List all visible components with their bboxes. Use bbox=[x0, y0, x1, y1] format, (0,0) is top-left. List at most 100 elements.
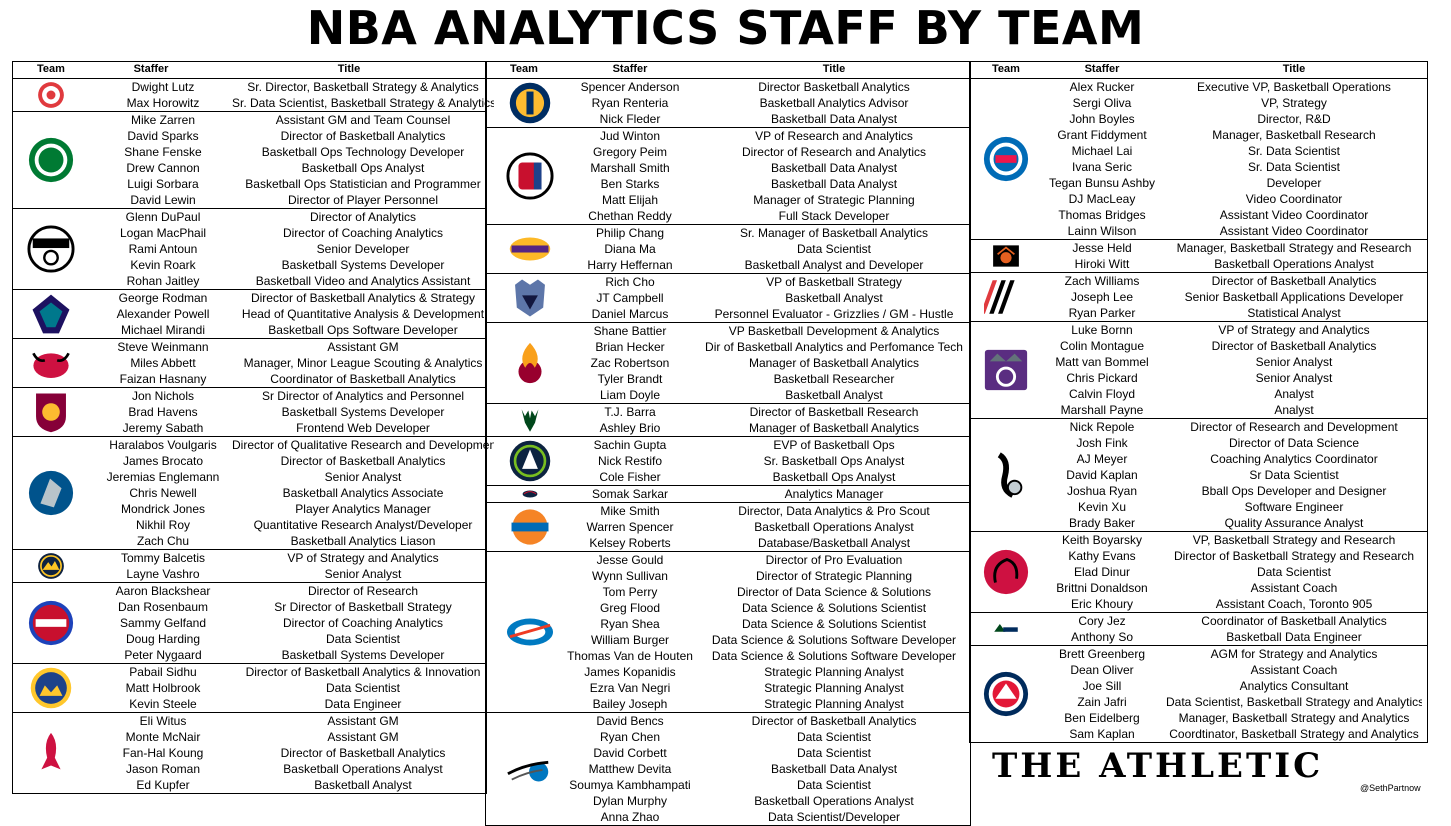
column-header: Team Staffer Title bbox=[486, 61, 970, 79]
staffer-name: Ryan Shea bbox=[600, 617, 660, 631]
staff-row: Nikhil Roy Quantitative Research Analyst/… bbox=[13, 517, 486, 533]
staffer-title: Director of Basketball Analytics bbox=[1211, 274, 1377, 288]
staffer-name: Marshall Smith bbox=[590, 161, 670, 175]
staffer-title: Director of Basketball Analytics bbox=[751, 714, 917, 728]
staffer-title: Senior Basketball Applications Developer bbox=[1184, 290, 1404, 304]
staff-row: Matthew Devita Basketball Data Analyst bbox=[486, 761, 970, 777]
staff-row: Kathy Evans Director of Basketball Strate… bbox=[970, 548, 1427, 564]
staffer-name: Brittni Donaldson bbox=[1056, 581, 1148, 595]
staffer-name: Josh Fink bbox=[1076, 436, 1128, 450]
staffer-name: Chris Newell bbox=[129, 486, 197, 500]
staff-row: John Boyles Director, R&D bbox=[970, 111, 1427, 127]
staffer-title: Senior Analyst bbox=[1255, 371, 1333, 385]
staffer-title: Director Basketball Analytics bbox=[758, 80, 910, 94]
staffer-name: Pabail Sidhu bbox=[129, 665, 197, 679]
staff-row: Matt Elijah Manager of Strategic Planning bbox=[486, 192, 970, 208]
staff-row: Harry Heffernan Basketball Analyst and De… bbox=[486, 257, 970, 273]
staff-row: Shane Fenske Basketball Ops Technology De… bbox=[13, 144, 486, 160]
staff-row: T.J. Barra Director of Basketball Researc… bbox=[486, 404, 970, 420]
staffer-name: Joe Sill bbox=[1082, 679, 1122, 693]
staffer-name: Miles Abbett bbox=[130, 356, 196, 370]
staffer-name: Nikhil Roy bbox=[135, 518, 190, 532]
staffer-title: Dir of Basketball Analytics and Perfoman… bbox=[705, 340, 963, 354]
staff-row: Hiroki Witt Basketball Operations Analyst bbox=[970, 256, 1427, 272]
staffer-name: Michael Lai bbox=[1071, 144, 1133, 158]
staffer-name: Zac Robertson bbox=[590, 356, 670, 370]
staffer-name: Jeremias Englemann bbox=[106, 470, 220, 484]
staffer-name: Mike Smith bbox=[600, 504, 660, 518]
staffer-title: Director of Basketball Analytics & Innov… bbox=[245, 665, 481, 679]
staff-row: Ryan Chen Data Scientist bbox=[486, 729, 970, 745]
staff-row: Tommy Balcetis VP of Strategy and Analyti… bbox=[13, 550, 486, 566]
sixers-logo-icon bbox=[970, 79, 1042, 239]
suns-logo-icon bbox=[970, 240, 1042, 272]
staffer-title: Basketball Ops Statistician and Programm… bbox=[245, 177, 481, 191]
cavaliers-logo-icon bbox=[13, 388, 89, 436]
staffer-name: Brady Baker bbox=[1068, 516, 1136, 530]
staffer-name: Ryan Renteria bbox=[591, 96, 669, 110]
team-block-bulls: Steve Weinmann Assistant GM Miles Abbett Ma… bbox=[13, 339, 486, 388]
staff-row: David Bencs Director of Basketball Analyt… bbox=[486, 713, 970, 729]
staffer-name: Alex Rucker bbox=[1069, 80, 1135, 94]
staffer-name: Ryan Chen bbox=[599, 730, 661, 744]
staff-row: Brett Greenberg AGM for Strategy and Anal… bbox=[970, 646, 1427, 662]
staffer-name: Ed Kupfer bbox=[136, 778, 190, 792]
staffer-name: Shane Battier bbox=[593, 324, 667, 338]
staffer-name: Calvin Floyd bbox=[1068, 387, 1136, 401]
staffer-name: DJ MacLeay bbox=[1068, 192, 1136, 206]
knicks-logo-icon bbox=[486, 503, 574, 551]
staff-row: Kelsey Roberts Database/Basketball Analys… bbox=[486, 535, 970, 551]
staff-row: Brian Hecker Dir of Basketball Analytics … bbox=[486, 339, 970, 355]
staff-row: Josh Fink Director of Data Science bbox=[970, 435, 1427, 451]
staffer-name: Haralabos Voulgaris bbox=[109, 438, 217, 452]
staffer-title: Basketball Ops Technology Developer bbox=[261, 145, 465, 159]
team-block-hornets: George Rodman Director of Basketball Anal… bbox=[13, 290, 486, 339]
staff-row: James Brocato Director of Basketball Anal… bbox=[13, 453, 486, 469]
staffer-name: Doug Harding bbox=[125, 632, 201, 646]
staffer-name: Zach Williams bbox=[1064, 274, 1140, 288]
staffer-title: Sr Director of Analytics and Personnel bbox=[261, 389, 465, 403]
staffer-name: Jesse Held bbox=[1072, 241, 1132, 255]
staffer-name: Cory Jez bbox=[1078, 614, 1126, 628]
staff-row: Jeremias Englemann Senior Analyst bbox=[13, 469, 486, 485]
staff-row: Matt van Bommel Senior Analyst bbox=[970, 354, 1427, 370]
staffer-name: Kathy Evans bbox=[1068, 549, 1136, 563]
staff-row: Jesse Held Manager, Basketball Strategy a… bbox=[970, 240, 1427, 256]
staffer-title: Basketball Data Analyst bbox=[770, 177, 898, 191]
staffer-title: Personnel Evaluator - Grizzlies / GM - H… bbox=[714, 307, 954, 321]
staffer-title: VP of Research and Analytics bbox=[755, 129, 913, 143]
staffer-name: Ben Eidelberg bbox=[1064, 711, 1140, 725]
staffer-title: Basketball Operations Analyst bbox=[754, 520, 914, 534]
staffer-name: Mike Zarren bbox=[130, 113, 195, 127]
staffer-name: Lainn Wilson bbox=[1067, 224, 1137, 238]
staff-row: Ryan Shea Data Science & Solutions Scient… bbox=[486, 616, 970, 632]
team-block-suns: Jesse Held Manager, Basketball Strategy a… bbox=[970, 240, 1427, 273]
staff-row: Ben Starks Basketball Data Analyst bbox=[486, 176, 970, 192]
staffer-title: Head of Quantitative Analysis & Developm… bbox=[241, 307, 485, 321]
staff-row: Soumya Kambhampati Data Scientist bbox=[486, 777, 970, 793]
staff-row: Dan Rosenbaum Sr Director of Basketball S… bbox=[13, 599, 486, 615]
staffer-name: George Rodman bbox=[118, 291, 208, 305]
trail-blazers-logo-icon bbox=[970, 273, 1042, 321]
staffer-title: Coaching Analytics Coordinator bbox=[1210, 452, 1378, 466]
staffer-title: Data Scientist bbox=[796, 778, 872, 792]
magic-logo-icon bbox=[486, 713, 574, 825]
staff-row: Brittni Donaldson Assistant Coach bbox=[970, 580, 1427, 596]
staffer-name: Anthony So bbox=[1070, 630, 1134, 644]
staffer-title: Director of Basketball Strategy and Rese… bbox=[1173, 549, 1415, 563]
staffer-name: Kevin Roark bbox=[130, 258, 196, 272]
staffer-name: Logan MacPhail bbox=[119, 226, 207, 240]
staffer-title: Director of Research bbox=[307, 584, 419, 598]
staffer-title: Quantitative Research Analyst/Developer bbox=[253, 518, 473, 532]
staffer-name: Jud Winton bbox=[599, 129, 661, 143]
staffer-name: Mondrick Jones bbox=[120, 502, 206, 516]
staffer-name: Dwight Lutz bbox=[131, 80, 195, 94]
staffer-title: Assistant GM bbox=[327, 730, 399, 744]
staff-row: Mondrick Jones Player Analytics Manager bbox=[13, 501, 486, 517]
wizards-logo-icon bbox=[970, 646, 1042, 742]
page-title: NBA ANALYTICS STAFF BY TEAM bbox=[306, 1, 1145, 55]
the-athletic-logo: THE ATHLETIC bbox=[992, 746, 1324, 786]
team-block-pacers: Spencer Anderson Director Basketball Anal… bbox=[486, 79, 970, 128]
team-block-nets: Glenn DuPaul Director of Analytics Logan M… bbox=[13, 209, 486, 290]
staffer-title: Director of Coaching Analytics bbox=[282, 226, 444, 240]
